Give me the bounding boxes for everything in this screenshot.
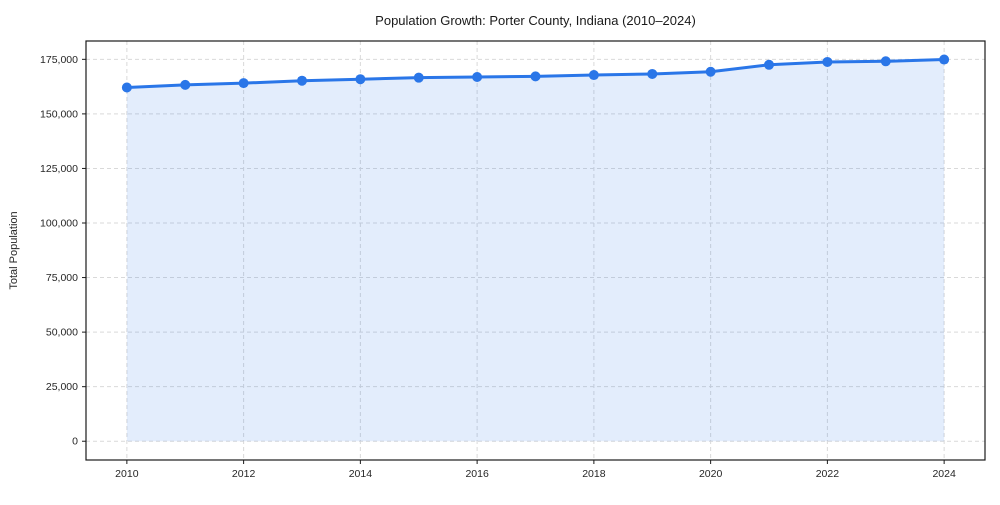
data-point-marker (472, 72, 483, 83)
x-tick-label: 2014 (349, 468, 373, 480)
data-point-marker (355, 74, 366, 85)
data-point-marker (822, 56, 833, 67)
chart-title: Population Growth: Porter County, Indian… (375, 13, 696, 28)
area-fill (126, 59, 945, 442)
gridlines (86, 41, 985, 460)
data-point-marker (530, 71, 541, 82)
y-tick-label: 0 (72, 436, 78, 448)
data-point-marker (880, 56, 891, 67)
x-tick-label: 2016 (465, 468, 489, 480)
x-tick-label: 2024 (932, 468, 956, 480)
line-series (121, 54, 950, 442)
x-tick-label: 2010 (115, 468, 139, 480)
data-point-marker (705, 66, 716, 77)
x-tick-label: 2018 (582, 468, 606, 480)
data-point-marker (296, 75, 307, 86)
y-axis-label: Total Population (8, 211, 20, 289)
y-tick-label: 75,000 (46, 272, 78, 284)
data-point-marker (939, 54, 950, 65)
data-point-marker (180, 79, 191, 90)
data-point-marker (121, 82, 132, 93)
data-point-marker (588, 70, 599, 81)
x-tick-label: 2020 (699, 468, 723, 480)
x-tick-label: 2012 (232, 468, 256, 480)
y-tick-label: 100,000 (40, 218, 78, 230)
y-tick-label: 175,000 (40, 54, 78, 66)
data-point-marker (764, 59, 775, 70)
y-tick-label: 50,000 (46, 327, 78, 339)
data-point-marker (647, 68, 658, 79)
y-tick-label: 150,000 (40, 108, 78, 120)
data-point-marker (413, 72, 424, 83)
plot-border (85, 40, 986, 461)
axes-ticks: 2010 2012 2014 2016 2018 2020 2022 2024 0 25,000 5… (40, 54, 956, 480)
y-tick-label: 25,000 (46, 381, 78, 393)
data-point-marker (238, 78, 249, 89)
x-tick-label: 2022 (816, 468, 840, 480)
y-tick-label: 125,000 (40, 163, 78, 175)
